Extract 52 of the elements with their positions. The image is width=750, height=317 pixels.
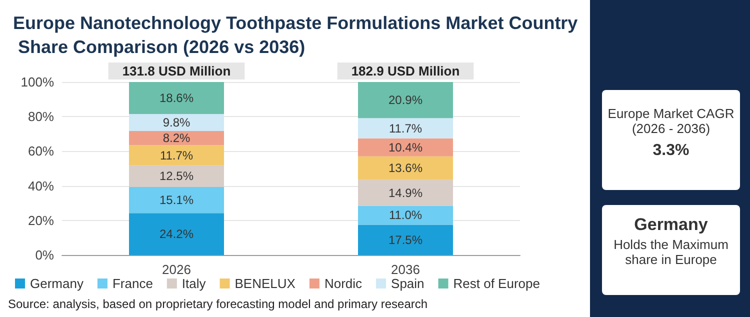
bar <box>129 213 224 255</box>
data-label: 9.8% <box>162 115 190 130</box>
data-label: 24.2% <box>159 227 194 242</box>
y-tick-label: 20% <box>28 212 54 228</box>
annotation: 131.8 USD Million <box>122 64 231 78</box>
data-label: 8.2% <box>162 131 190 146</box>
source-note: Source: analysis, based on proprietary forecasting model and primary research <box>8 297 428 311</box>
bar <box>129 187 224 214</box>
legend-label: Italy <box>182 276 206 291</box>
legend-label: BENELUX <box>234 276 296 291</box>
bar <box>129 82 224 114</box>
bar <box>358 118 453 138</box>
text: (2026 - 2036) <box>630 121 712 136</box>
bar <box>129 130 224 146</box>
data-label: 11.0% <box>388 208 422 222</box>
bar <box>358 82 453 118</box>
y-tick-label: 40% <box>28 178 54 194</box>
text: Europe Market CAGR <box>606 106 736 121</box>
x-tick-label: 2026 <box>162 262 191 277</box>
data-label: 15.1% <box>159 193 194 208</box>
bar <box>358 206 453 225</box>
data-label: 17.5% <box>388 232 423 247</box>
y-tick-label: 0% <box>35 248 54 262</box>
data-label: 11.7% <box>388 121 422 136</box>
x-tick-label: 2036 <box>391 262 420 277</box>
data-label: 13.6% <box>388 161 423 176</box>
data-label: 11.7% <box>160 148 194 162</box>
legend-label: Spain <box>391 276 424 291</box>
chart-title: Europe Nanotechnology Toothpaste Formulations Market Country Share Comparison (2026 vs 2036) <box>13 13 578 57</box>
bar <box>358 180 453 206</box>
text: 3.3% <box>652 142 690 160</box>
data-label: 12.5% <box>159 169 194 184</box>
bar <box>358 138 453 156</box>
data-label: 18.6% <box>159 91 194 106</box>
y-tick-label: 60% <box>28 144 54 159</box>
annotation: 182.9 USD Million <box>351 64 460 78</box>
legend-label: Nordic <box>324 276 363 291</box>
legend-label: Germany <box>30 276 84 291</box>
y-tick-label: 80% <box>28 109 54 124</box>
y-tick-label: 100% <box>20 74 54 90</box>
bar <box>358 224 453 255</box>
bar <box>129 114 224 131</box>
legend-label: Rest of Europe <box>453 276 540 291</box>
bar <box>129 145 224 166</box>
bar <box>129 165 224 188</box>
bar <box>358 156 453 180</box>
text: Holds the Maximum share in Europe <box>612 236 730 269</box>
data-label: 14.9% <box>388 186 423 200</box>
legend-label: France <box>112 276 153 291</box>
data-label: 10.4% <box>388 140 423 154</box>
data-label: 20.9% <box>388 93 423 108</box>
text: Germany <box>633 215 709 235</box>
